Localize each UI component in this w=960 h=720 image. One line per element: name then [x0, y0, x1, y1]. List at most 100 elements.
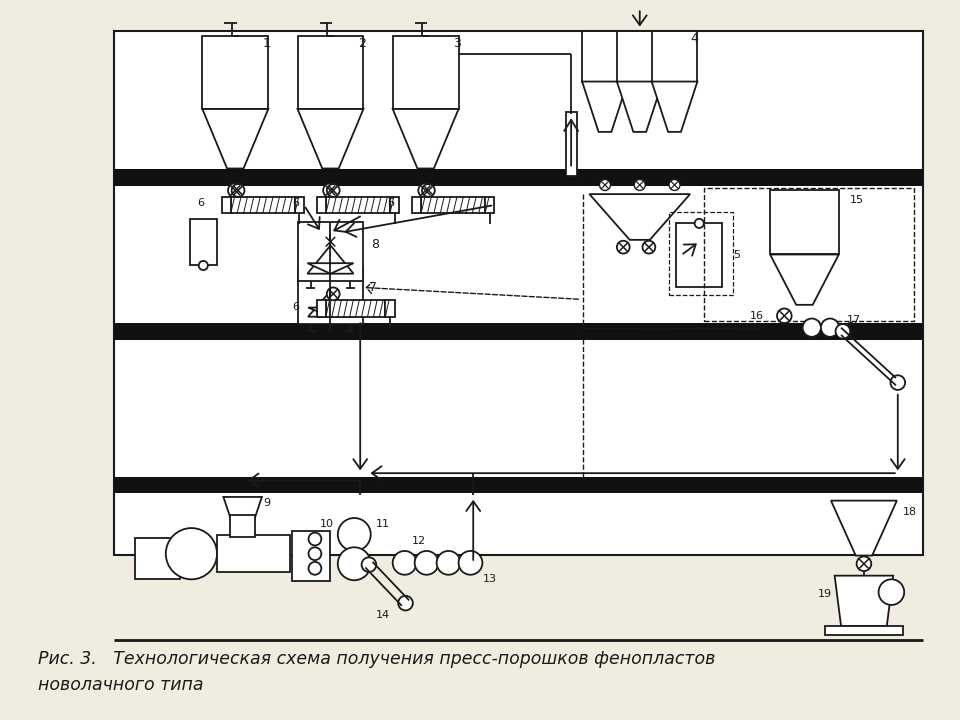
- Circle shape: [821, 318, 839, 337]
- Text: 12: 12: [412, 536, 426, 546]
- Polygon shape: [770, 254, 839, 305]
- Bar: [113, 323, 924, 340]
- Text: 18: 18: [902, 507, 917, 517]
- Text: 11: 11: [376, 518, 390, 528]
- Bar: [485, 197, 494, 213]
- Bar: [652, 31, 697, 81]
- Circle shape: [599, 179, 611, 191]
- Circle shape: [617, 240, 630, 253]
- Circle shape: [231, 184, 245, 197]
- Bar: [390, 197, 399, 213]
- Polygon shape: [582, 81, 628, 132]
- Bar: [582, 31, 628, 81]
- Text: 10: 10: [320, 518, 333, 528]
- Circle shape: [199, 261, 208, 270]
- Text: 15: 15: [851, 194, 864, 204]
- Polygon shape: [652, 81, 697, 132]
- Bar: [617, 31, 662, 81]
- Polygon shape: [307, 246, 353, 274]
- Bar: [325, 197, 390, 213]
- Polygon shape: [298, 109, 364, 168]
- Bar: [113, 477, 924, 493]
- Circle shape: [308, 533, 322, 546]
- Bar: [393, 36, 459, 109]
- Circle shape: [308, 562, 322, 575]
- Bar: [217, 536, 290, 572]
- Bar: [385, 300, 395, 317]
- Circle shape: [308, 547, 322, 560]
- Text: 1: 1: [263, 37, 271, 50]
- Text: 2: 2: [358, 37, 366, 50]
- Circle shape: [669, 179, 680, 191]
- Circle shape: [324, 235, 338, 249]
- Bar: [770, 191, 839, 254]
- Circle shape: [635, 179, 645, 191]
- Polygon shape: [589, 194, 690, 240]
- Circle shape: [777, 308, 792, 323]
- Bar: [826, 626, 903, 635]
- Circle shape: [459, 551, 482, 575]
- Bar: [317, 197, 325, 213]
- Bar: [230, 197, 295, 213]
- Text: 4: 4: [690, 32, 698, 45]
- Circle shape: [326, 184, 340, 197]
- Circle shape: [324, 183, 338, 198]
- Text: 9: 9: [263, 498, 270, 508]
- Text: Рис. 3.   Технологическая схема получения пресс-порошков фенопластов: Рис. 3. Технологическая схема получения …: [38, 649, 716, 668]
- Circle shape: [803, 318, 821, 337]
- Circle shape: [695, 219, 704, 228]
- Bar: [412, 197, 421, 213]
- Bar: [113, 169, 924, 186]
- Polygon shape: [224, 497, 262, 536]
- Circle shape: [393, 551, 417, 575]
- Bar: [299, 269, 363, 324]
- Circle shape: [437, 551, 461, 575]
- Text: 13: 13: [482, 575, 496, 585]
- Bar: [421, 197, 485, 213]
- Text: 6: 6: [197, 198, 204, 208]
- Text: 14: 14: [376, 610, 391, 620]
- Bar: [113, 31, 924, 554]
- Bar: [325, 300, 385, 317]
- Polygon shape: [308, 307, 353, 317]
- Polygon shape: [308, 291, 353, 317]
- Circle shape: [422, 184, 435, 197]
- Text: 6: 6: [292, 198, 300, 208]
- Bar: [295, 197, 304, 213]
- Bar: [229, 516, 255, 537]
- Text: 6: 6: [292, 302, 300, 312]
- Circle shape: [166, 528, 217, 580]
- Bar: [292, 531, 330, 581]
- Circle shape: [835, 324, 851, 338]
- Text: 19: 19: [818, 589, 832, 599]
- Bar: [134, 538, 180, 580]
- Bar: [704, 188, 914, 321]
- Bar: [203, 36, 268, 109]
- Bar: [189, 219, 217, 264]
- Circle shape: [338, 547, 371, 580]
- Text: новолачного типа: новолачного типа: [38, 677, 204, 694]
- Circle shape: [891, 375, 905, 390]
- Text: 6: 6: [387, 198, 395, 208]
- Text: 5: 5: [733, 251, 740, 261]
- Circle shape: [228, 183, 243, 198]
- Text: 8: 8: [371, 238, 379, 251]
- Circle shape: [856, 557, 872, 571]
- Bar: [317, 300, 325, 317]
- Polygon shape: [831, 500, 897, 556]
- Circle shape: [326, 287, 340, 300]
- Circle shape: [415, 551, 439, 575]
- Text: 7: 7: [369, 281, 377, 294]
- Circle shape: [642, 240, 656, 253]
- Polygon shape: [834, 576, 893, 626]
- Bar: [565, 112, 577, 176]
- Polygon shape: [203, 109, 268, 168]
- Circle shape: [398, 595, 413, 611]
- Bar: [298, 36, 364, 109]
- Bar: [222, 197, 230, 213]
- Polygon shape: [617, 81, 662, 132]
- Polygon shape: [307, 264, 353, 274]
- Bar: [298, 222, 364, 281]
- Bar: [677, 223, 722, 287]
- Polygon shape: [299, 237, 363, 269]
